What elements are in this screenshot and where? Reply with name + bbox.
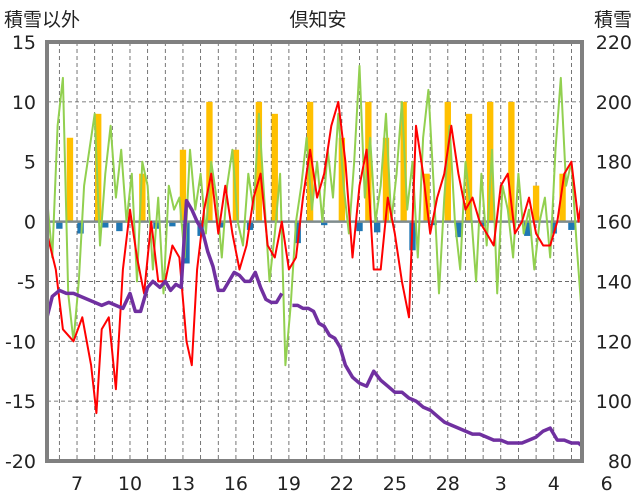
precip_negative-bar (56, 221, 63, 229)
precip_negative-bar (479, 221, 487, 227)
x-tick-label: 22 (330, 473, 354, 495)
left-tick-label: 15 (12, 32, 36, 54)
x-tick-label: 28 (436, 473, 460, 495)
snow_depth-line (45, 198, 584, 448)
left-tick-label: 5 (24, 152, 36, 174)
right-tick-label: 100 (596, 391, 632, 413)
x-tick-label: 10 (118, 473, 142, 495)
snowfall-bar (139, 173, 146, 222)
snowfall-bar (465, 113, 473, 222)
right-tick-label: 180 (596, 152, 632, 174)
x-tick-label: 13 (171, 473, 195, 495)
right-tick-label: 120 (596, 331, 632, 353)
precip_negative-bar (294, 221, 301, 244)
snowfall-bar (508, 101, 515, 222)
snowfall-bar (95, 113, 102, 222)
x-tick-label: 6 (601, 473, 613, 495)
x-axis-ticks: 7 10 13 16 19 22 25 28 3 4 6 (71, 473, 613, 495)
precip_negative-bar (374, 221, 381, 233)
right-tick-label: 220 (596, 32, 632, 54)
snowfall-bar (271, 113, 278, 222)
precip_negative-bar (77, 221, 84, 234)
precip_negative-bar (169, 221, 176, 227)
precip_negative-bar (356, 221, 363, 232)
x-tick-label: 16 (224, 473, 248, 495)
left-tick-label: -20 (5, 451, 36, 473)
chart-title: 倶知安 (289, 9, 346, 31)
snowfall-bar (338, 137, 346, 222)
snowfall-bar (66, 137, 74, 222)
snowfall-bar (382, 137, 390, 222)
left-tick-label: -15 (5, 391, 36, 413)
left-tick-label: 0 (24, 212, 36, 234)
right-tick-label: 200 (596, 92, 632, 114)
snowfall-bar (400, 101, 407, 222)
snowfall-bar (559, 173, 566, 222)
right-tick-label: 160 (596, 212, 632, 234)
left-tick-label: 10 (12, 92, 36, 114)
plot-frame (45, 40, 584, 463)
snowfall-bar (487, 101, 494, 222)
snowfall-bar (206, 101, 213, 222)
precip_negative-bar (218, 221, 225, 228)
precip_negative-bar (116, 221, 123, 232)
left-axis-ticks: 15 10 5 0 -5 -10 -15 -20 (5, 32, 36, 473)
temperature-line (46, 100, 583, 415)
right-tick-label: 80 (608, 451, 632, 473)
left-tick-label: -5 (17, 271, 36, 293)
left-axis-label: 積雪以外 (4, 9, 80, 31)
right-tick-label: 140 (596, 271, 632, 293)
x-tick-label: 3 (495, 473, 507, 495)
left-tick-label: -10 (5, 331, 36, 353)
precip_negative-bar (321, 221, 328, 226)
wind_or_other-line (46, 64, 583, 367)
snowfall-bar (306, 101, 314, 222)
precip_negative-bar (183, 221, 190, 264)
precip_negative-bar (550, 221, 557, 234)
snowfall-bar (532, 185, 540, 222)
x-tick-label: 7 (71, 473, 83, 495)
line-series (45, 64, 584, 448)
grid-lines (47, 42, 582, 461)
x-tick-label: 25 (383, 473, 407, 495)
x-tick-label: 4 (548, 473, 560, 495)
snowfall-bar (179, 149, 187, 222)
snowfall-bar (255, 101, 263, 222)
precip_negative-bar (524, 221, 531, 236)
x-tick-label: 19 (277, 473, 301, 495)
precip_negative-bar (102, 221, 109, 228)
right-axis-label: 積雪 (594, 9, 632, 31)
precip_negative-bar (430, 221, 437, 226)
precip_negative-bar (568, 221, 575, 230)
precip_negative-bar (455, 221, 462, 238)
right-axis-ticks: 220 200 180 160 140 120 100 80 (596, 32, 632, 473)
